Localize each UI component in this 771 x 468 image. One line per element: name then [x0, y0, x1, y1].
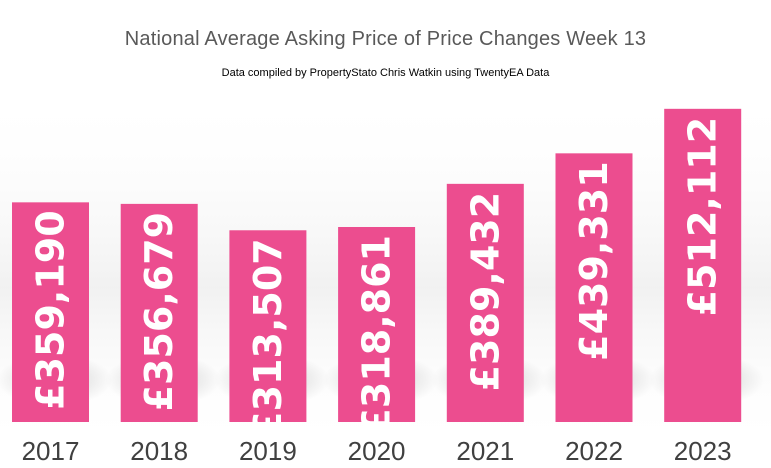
bar-2023: [664, 108, 742, 422]
data-label-2023: £512,112: [681, 117, 725, 317]
x-tick-label-2022: 2022: [565, 436, 623, 466]
x-tick-label-2023: 2023: [674, 436, 732, 466]
x-tick-label-2021: 2021: [456, 436, 514, 466]
bar-2018: [120, 203, 198, 422]
data-label-2018: £356,679: [137, 212, 181, 412]
bar-2017: [12, 202, 89, 422]
x-tick-label-2019: 2019: [239, 436, 297, 466]
data-label-2017: £359,190: [29, 210, 73, 410]
data-label-2022: £439,331: [572, 161, 616, 361]
x-tick-label-2017: 2017: [22, 436, 80, 466]
bar-2019: [229, 230, 307, 422]
bar-2022: [555, 153, 633, 422]
x-tick-label-2018: 2018: [130, 436, 188, 466]
data-label-2019: £313,507: [246, 238, 290, 438]
chart-subtitle: Data compiled by PropertyStato Chris Wat…: [221, 67, 550, 79]
chart-title: National Average Asking Price of Price C…: [124, 28, 647, 50]
x-tick-label-2020: 2020: [348, 436, 406, 466]
data-label-2020: £318,861: [355, 235, 399, 435]
bar-2021: [446, 183, 524, 422]
data-label-2021: £389,432: [463, 192, 507, 392]
bar-2020: [338, 227, 416, 422]
